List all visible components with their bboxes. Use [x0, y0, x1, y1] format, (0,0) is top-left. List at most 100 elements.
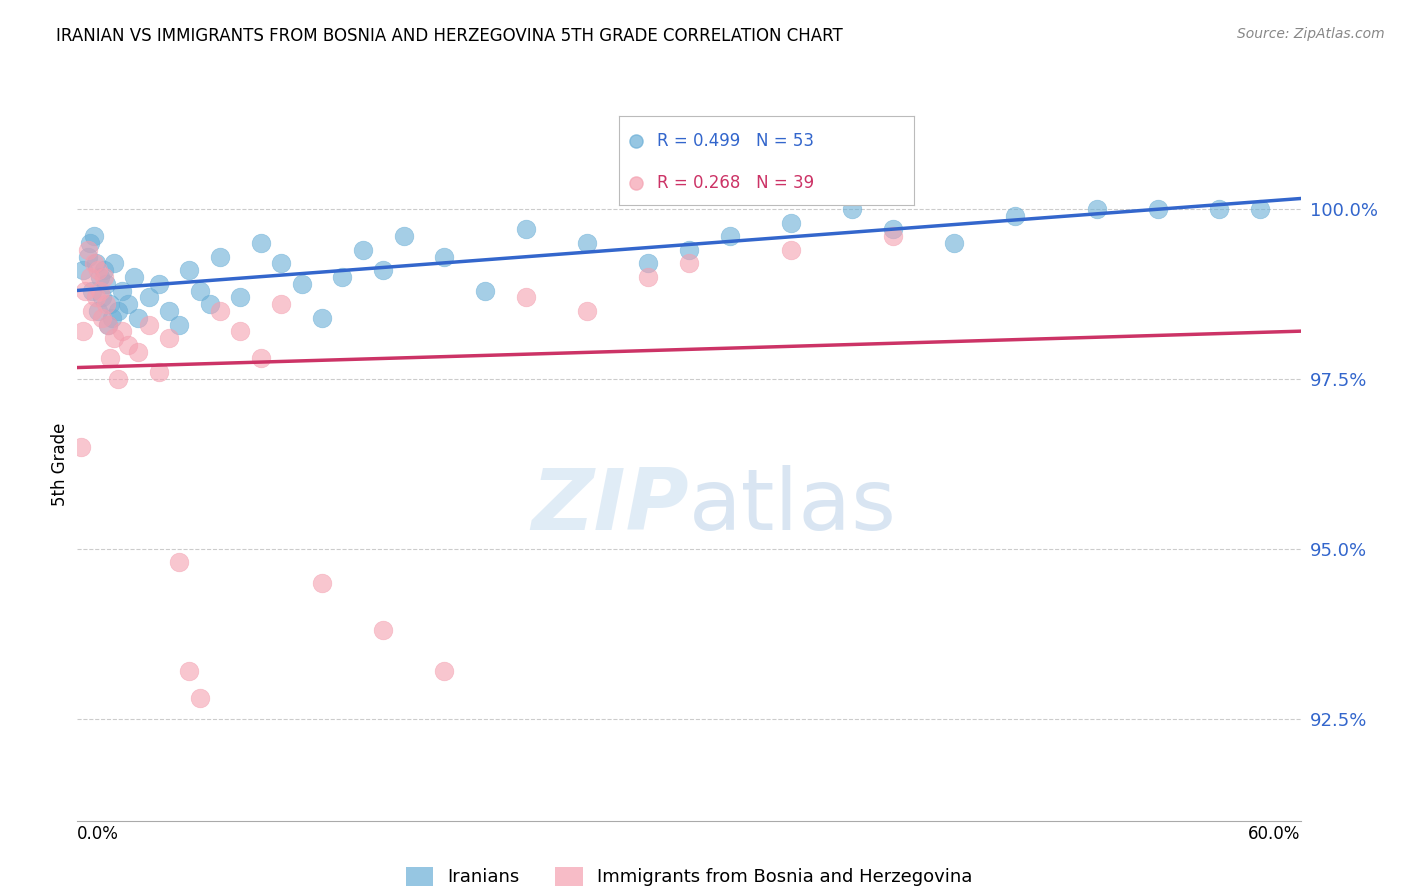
- Point: [127, 344, 149, 359]
- Point: [103, 331, 125, 345]
- Point: [94, 297, 117, 311]
- Point: [270, 297, 292, 311]
- Text: atlas: atlas: [689, 465, 897, 549]
- Point: [169, 318, 191, 332]
- Point: [882, 222, 904, 236]
- Point: [127, 310, 149, 325]
- Point: [80, 304, 103, 318]
- Point: [124, 269, 146, 284]
- Point: [1208, 202, 1230, 216]
- Point: [229, 290, 252, 304]
- Point: [93, 263, 115, 277]
- Point: [93, 269, 115, 284]
- Point: [79, 235, 101, 250]
- Point: [138, 290, 160, 304]
- Text: ZIP: ZIP: [531, 465, 689, 549]
- Point: [111, 324, 134, 338]
- Y-axis label: 5th Grade: 5th Grade: [51, 422, 69, 506]
- Point: [72, 263, 94, 277]
- Point: [270, 256, 292, 270]
- Text: 0.0%: 0.0%: [77, 825, 120, 843]
- Point: [250, 351, 273, 366]
- Point: [76, 243, 98, 257]
- Point: [117, 338, 139, 352]
- Point: [943, 235, 966, 250]
- Point: [474, 284, 496, 298]
- Point: [637, 269, 659, 284]
- Point: [138, 318, 160, 332]
- Point: [97, 318, 120, 332]
- Text: R = 0.499   N = 53: R = 0.499 N = 53: [657, 132, 814, 150]
- Point: [678, 256, 700, 270]
- Point: [84, 290, 107, 304]
- Point: [107, 372, 129, 386]
- Point: [84, 256, 107, 270]
- Point: [94, 277, 117, 291]
- Point: [371, 624, 394, 638]
- Point: [576, 235, 599, 250]
- Point: [208, 250, 231, 264]
- Point: [98, 297, 121, 311]
- Point: [169, 555, 191, 569]
- Point: [80, 284, 103, 298]
- Point: [1004, 209, 1026, 223]
- Point: [101, 310, 124, 325]
- Point: [678, 243, 700, 257]
- Point: [103, 256, 125, 270]
- Point: [718, 229, 741, 244]
- Point: [371, 263, 394, 277]
- Point: [87, 304, 110, 318]
- Point: [90, 290, 112, 304]
- Point: [515, 222, 537, 236]
- Point: [179, 664, 201, 678]
- Point: [111, 284, 134, 298]
- Point: [188, 691, 211, 706]
- Point: [89, 284, 111, 298]
- Point: [98, 351, 121, 366]
- Point: [79, 269, 101, 284]
- Point: [311, 310, 333, 325]
- Point: [1249, 202, 1271, 216]
- Point: [1085, 202, 1108, 216]
- Point: [157, 331, 180, 345]
- Point: [332, 269, 354, 284]
- Point: [576, 304, 599, 318]
- Point: [87, 263, 110, 277]
- Point: [148, 365, 170, 379]
- Point: [290, 277, 312, 291]
- Point: [1147, 202, 1170, 216]
- Point: [637, 256, 659, 270]
- Text: R = 0.268   N = 39: R = 0.268 N = 39: [657, 174, 814, 192]
- Point: [352, 243, 374, 257]
- Point: [89, 269, 111, 284]
- Point: [75, 284, 97, 298]
- Point: [515, 290, 537, 304]
- Point: [97, 318, 120, 332]
- Point: [188, 284, 211, 298]
- Point: [83, 229, 105, 244]
- Point: [72, 324, 94, 338]
- Text: Source: ZipAtlas.com: Source: ZipAtlas.com: [1237, 27, 1385, 41]
- Point: [841, 202, 863, 216]
- Point: [148, 277, 170, 291]
- Point: [179, 263, 201, 277]
- Legend: Iranians, Immigrants from Bosnia and Herzegovina: Iranians, Immigrants from Bosnia and Her…: [398, 860, 980, 892]
- Point: [780, 243, 803, 257]
- Text: 60.0%: 60.0%: [1249, 825, 1301, 843]
- Point: [198, 297, 221, 311]
- Point: [83, 256, 105, 270]
- Point: [157, 304, 180, 318]
- Point: [780, 216, 803, 230]
- Point: [250, 235, 273, 250]
- Text: IRANIAN VS IMMIGRANTS FROM BOSNIA AND HERZEGOVINA 5TH GRADE CORRELATION CHART: IRANIAN VS IMMIGRANTS FROM BOSNIA AND HE…: [56, 27, 844, 45]
- Point: [882, 229, 904, 244]
- Point: [433, 664, 456, 678]
- Point: [107, 304, 129, 318]
- Point: [70, 440, 93, 454]
- Point: [117, 297, 139, 311]
- Point: [392, 229, 415, 244]
- Point: [311, 575, 333, 590]
- Point: [90, 310, 112, 325]
- Point: [229, 324, 252, 338]
- Point: [433, 250, 456, 264]
